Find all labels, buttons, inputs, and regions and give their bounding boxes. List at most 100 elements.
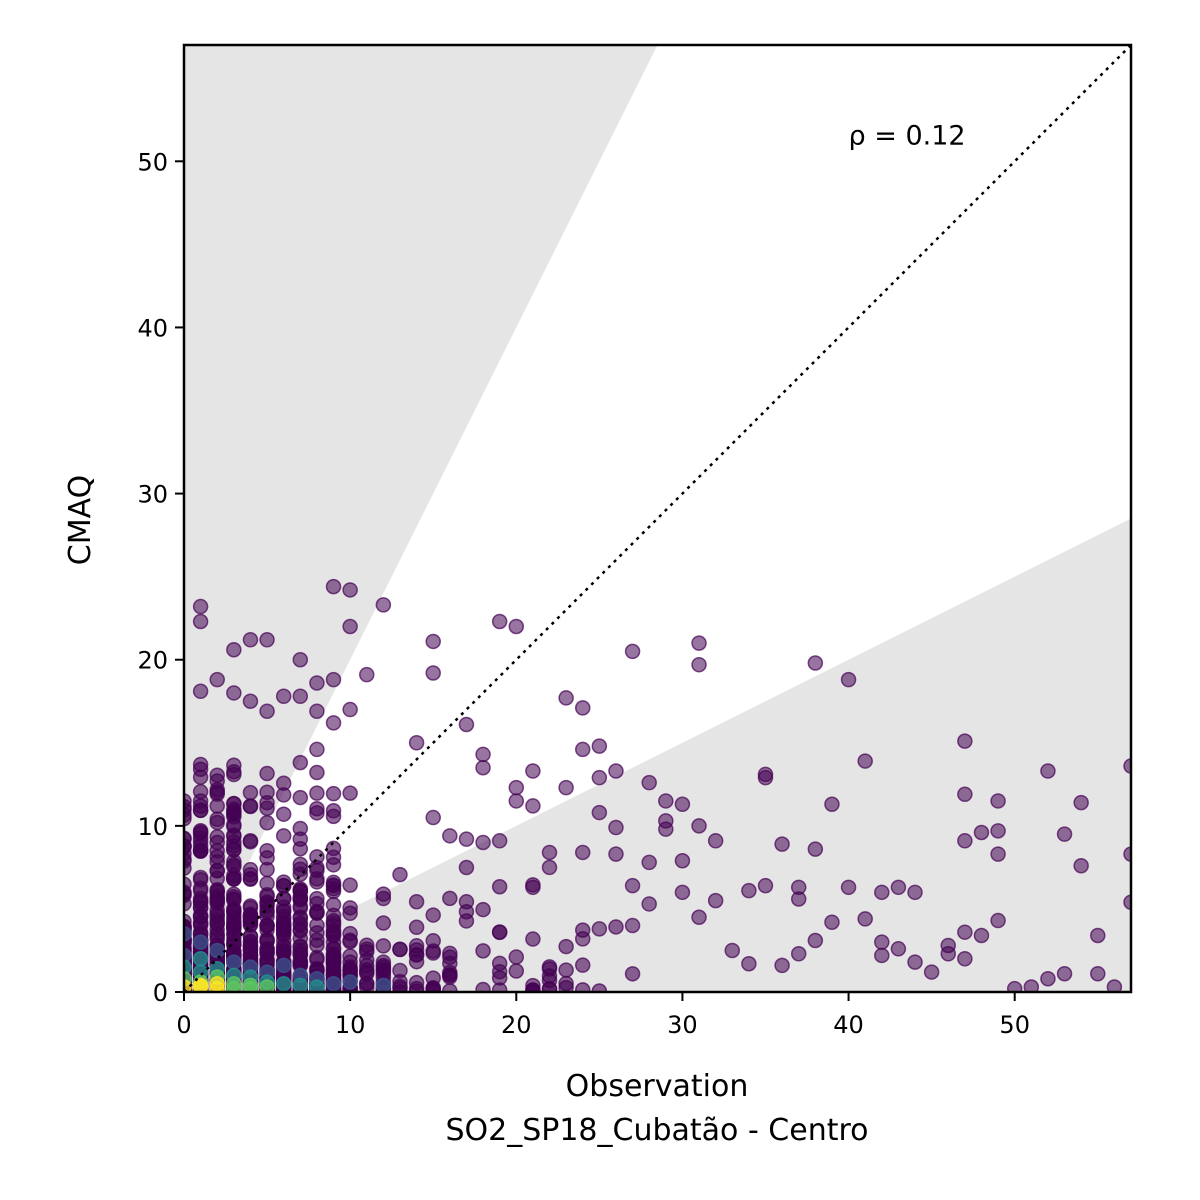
data-point <box>375 977 392 992</box>
data-point <box>192 899 209 916</box>
data-point <box>292 789 309 806</box>
data-point <box>574 844 591 861</box>
data-point <box>359 937 375 954</box>
data-point <box>242 693 259 710</box>
data-point <box>275 878 292 894</box>
data-point <box>1006 980 1023 992</box>
data-point <box>608 846 624 862</box>
data-point <box>209 912 225 928</box>
data-point <box>184 926 192 942</box>
data-point <box>292 754 309 771</box>
data-point <box>192 598 209 615</box>
data-point <box>209 671 225 688</box>
data-point <box>192 683 209 700</box>
data-point <box>757 877 774 894</box>
data-point <box>226 926 242 943</box>
data-point <box>259 933 275 949</box>
data-point <box>425 933 441 949</box>
data-point <box>342 877 358 893</box>
data-point <box>458 859 475 876</box>
data-point <box>325 934 342 951</box>
data-point <box>707 892 724 909</box>
data-point <box>907 954 923 970</box>
data-point <box>541 859 558 876</box>
data-point <box>242 898 259 914</box>
data-point <box>184 860 192 876</box>
data-point <box>342 900 358 916</box>
data-point <box>209 980 225 992</box>
data-point <box>259 979 275 992</box>
data-point <box>359 666 375 683</box>
data-point <box>309 849 325 865</box>
data-point <box>292 923 309 939</box>
plot-frame <box>182 43 1133 994</box>
data-point <box>957 786 973 803</box>
data-point <box>691 818 707 834</box>
data-point <box>342 785 358 801</box>
data-point <box>990 912 1006 929</box>
data-point <box>226 853 242 870</box>
data-point <box>508 793 525 809</box>
data-point <box>375 597 392 613</box>
data-point <box>458 831 475 847</box>
data-point <box>1123 894 1131 911</box>
data-point <box>475 901 491 918</box>
data-point <box>990 823 1006 839</box>
data-point <box>226 685 242 701</box>
data-point <box>342 948 358 964</box>
data-point <box>658 821 674 837</box>
data-point <box>541 981 558 992</box>
data-point <box>242 632 259 648</box>
data-point <box>325 808 342 825</box>
data-point <box>624 643 641 660</box>
data-point <box>209 767 225 783</box>
data-point <box>425 907 441 923</box>
data-point <box>840 671 857 688</box>
data-point <box>275 787 292 803</box>
data-point <box>192 951 209 967</box>
data-point <box>774 836 790 852</box>
data-point <box>209 781 225 798</box>
data-point <box>184 979 192 992</box>
data-point <box>242 784 259 801</box>
data-point <box>275 975 292 992</box>
data-point <box>591 738 608 754</box>
data-point <box>259 784 275 801</box>
data-point <box>309 874 325 890</box>
data-point <box>292 942 309 959</box>
data-point <box>309 785 325 801</box>
data-point <box>359 979 375 992</box>
data-point <box>525 931 541 947</box>
data-point <box>292 977 309 992</box>
data-point <box>957 733 973 749</box>
data-point <box>1090 965 1106 982</box>
data-point <box>408 947 425 963</box>
data-point <box>408 893 425 910</box>
data-point <box>292 831 309 847</box>
data-point <box>475 834 491 851</box>
data-point <box>342 701 358 718</box>
data-point <box>292 688 309 705</box>
data-point <box>691 635 707 651</box>
data-point <box>990 846 1006 862</box>
data-point <box>624 966 641 982</box>
data-point <box>558 962 574 978</box>
data-point <box>425 633 441 650</box>
data-point <box>558 975 574 992</box>
data-point <box>309 895 325 912</box>
data-point <box>259 908 275 925</box>
data-point <box>259 814 275 831</box>
data-point <box>325 907 342 924</box>
x-tick-label: 0 <box>176 1011 191 1039</box>
data-point <box>491 924 508 940</box>
data-point <box>226 980 242 992</box>
data-point <box>342 618 358 635</box>
data-point <box>408 735 425 751</box>
data-point <box>259 765 275 782</box>
data-point <box>641 854 657 871</box>
data-point <box>890 879 907 896</box>
data-point <box>1040 970 1056 987</box>
data-point <box>325 785 342 802</box>
data-point <box>458 716 475 733</box>
